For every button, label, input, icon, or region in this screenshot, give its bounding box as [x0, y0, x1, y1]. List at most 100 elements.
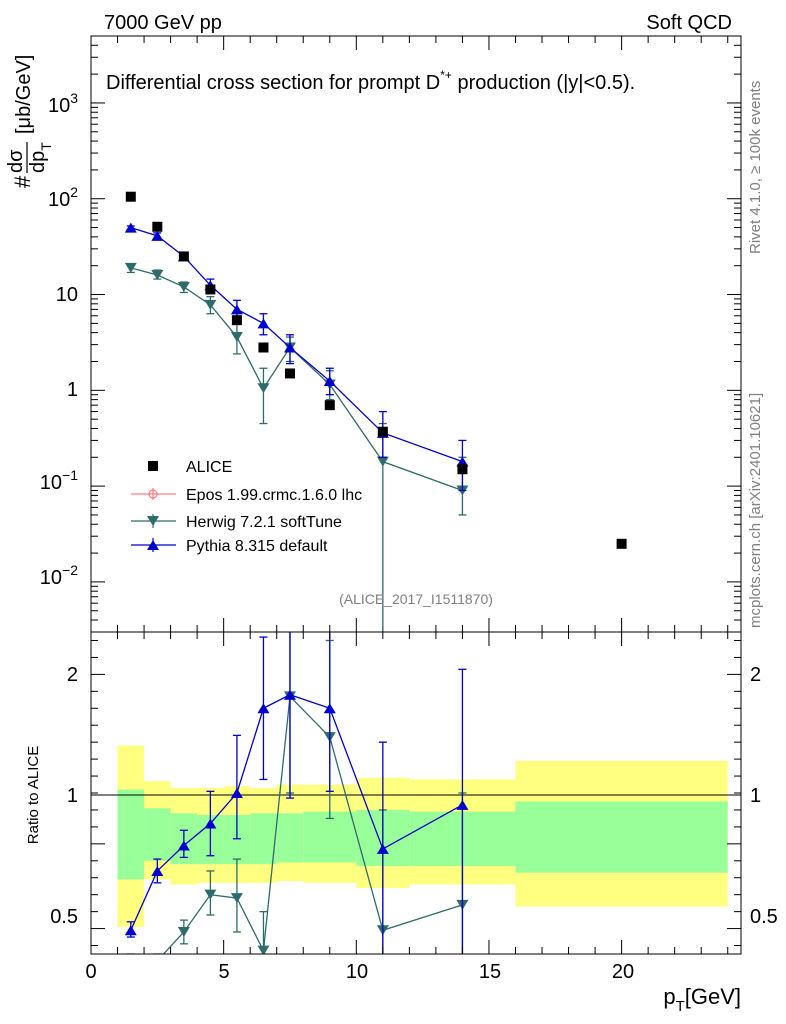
legend-alice-label: ALICE: [186, 459, 232, 476]
xtick-label-5: 5: [218, 961, 229, 983]
legend-pythia-label: Pythia 8.315 default: [186, 538, 328, 555]
ylabel-unit: [μb/GeV]: [13, 55, 35, 134]
alice-point: [178, 251, 189, 262]
alice-point: [125, 191, 136, 202]
herwig-ratio-point: [177, 926, 190, 937]
ratio-ytick-0.5-right: 0.5: [750, 906, 778, 928]
alice-point: [324, 400, 335, 411]
ytick-label-1e3: 103: [48, 90, 78, 117]
main-ylabel: # dσ dpT [μb/GeV]: [5, 55, 54, 188]
alice-series: [125, 191, 627, 549]
alice-point: [258, 342, 269, 353]
ytick-label-1e-1: 10−1: [40, 467, 78, 494]
pythia-point: [456, 456, 469, 467]
ytick-label-1e2: 102: [48, 184, 78, 211]
pythia-ratio-point: [456, 799, 469, 810]
ratio-plot: [90, 631, 742, 955]
legend-alice-marker: [148, 461, 158, 471]
ylabel-denominator: dpT: [27, 142, 54, 173]
legend-herwig: Herwig 7.2.1 softTune: [131, 514, 342, 531]
pythia-ratio-point: [323, 703, 336, 714]
band-green: [250, 813, 277, 865]
ratio-ytick-2-right: 2: [750, 664, 761, 686]
alice-point: [231, 315, 242, 326]
pythia-ratio-point: [283, 689, 296, 700]
herwig-ratio-line: [162, 694, 463, 954]
ratio-series: [124, 632, 469, 954]
pythia-ratio-point: [204, 818, 217, 829]
pythia-ratio-line: [130, 694, 463, 931]
pythia-point: [323, 376, 336, 387]
herwig-point: [376, 456, 389, 467]
alice-point: [616, 538, 627, 549]
xtick-label-15: 15: [479, 961, 501, 983]
band-green: [144, 808, 171, 861]
legend-pythia-marker: [147, 540, 159, 550]
herwig-point: [151, 269, 164, 280]
band-green: [303, 811, 357, 863]
pythia-series: [124, 222, 469, 492]
header-right: Soft QCD: [646, 12, 732, 34]
legend-pythia: Pythia 8.315 default: [131, 538, 328, 555]
analysis-id: (ALICE_2017_I1511870): [339, 591, 493, 607]
ratio-ylabel: Ratio to ALICE: [25, 746, 42, 844]
x-tick-labels: 0 5 10 15 20: [85, 961, 634, 983]
ratio-ytick-1-right: 1: [750, 785, 761, 807]
pythia-point: [257, 318, 270, 329]
pythia-ratio-series: [124, 632, 469, 954]
alice-point: [152, 221, 163, 232]
herwig-line: [130, 267, 463, 492]
herwig-series: [124, 262, 469, 632]
alice-point: [284, 368, 295, 379]
chart-title: Differential cross section for prompt D*…: [106, 68, 635, 94]
pythia-point: [230, 304, 243, 315]
alice-point: [377, 426, 388, 437]
pythia-ratio-point: [230, 788, 243, 798]
ratio-axis-ticks: [90, 632, 741, 954]
band-green: [117, 789, 145, 880]
herwig-ratio-point: [230, 893, 243, 904]
legend-alice: ALICE: [148, 459, 232, 476]
pythia-ratio-point: [124, 925, 137, 936]
herwig-ratio-point: [257, 945, 270, 954]
legend: ALICE Epos 1.99.crmc.1.6.0 lhc Herwig 7.…: [131, 459, 362, 555]
xtick-label-10: 10: [346, 961, 368, 983]
ytick-label-10: 10: [56, 284, 78, 306]
ratio-ytick-0.5: 0.5: [50, 906, 78, 928]
alice-point: [205, 284, 216, 295]
main-series: [124, 191, 627, 632]
xtick-label-20: 20: [612, 961, 634, 983]
ytick-label-1e-2: 10−2: [40, 562, 78, 589]
ratio-y-tick-labels: 2 1 0.5 2 1 0.5: [50, 664, 778, 928]
pythia-point: [283, 342, 296, 353]
band-green: [515, 801, 728, 873]
pythia-ratio-point: [177, 840, 190, 851]
xtick-label-0: 0: [85, 961, 96, 983]
herwig-point: [204, 299, 217, 310]
pythia-point: [151, 230, 164, 241]
rivet-label: Rivet 4.1.0, ≥ 100k events: [747, 81, 764, 254]
ylabel-numerator: dσ: [5, 149, 27, 173]
pythia-point: [124, 222, 137, 233]
pythia-ratio-point: [257, 703, 270, 714]
legend-herwig-label: Herwig 7.2.1 softTune: [186, 514, 342, 531]
herwig-ratio-point: [204, 889, 217, 900]
y-tick-labels: 10−2 10−1 1 10 102 103: [40, 90, 78, 589]
mcplots-label: mcplots.cern.ch [arXiv:2401.10621]: [747, 393, 764, 628]
ratio-ytick-1: 1: [67, 785, 78, 807]
main-plot: [90, 35, 742, 633]
pythia-ratio-point: [376, 843, 389, 854]
herwig-point: [230, 332, 243, 343]
herwig-point: [257, 383, 270, 394]
herwig-point: [177, 281, 190, 292]
alice-point: [457, 464, 468, 475]
legend-epos-label: Epos 1.99.crmc.1.6.0 lhc: [186, 487, 362, 504]
xlabel: pT[GeV]: [663, 984, 741, 1015]
herwig-point: [124, 262, 137, 273]
legend-epos: Epos 1.99.crmc.1.6.0 lhc: [131, 487, 362, 504]
ratio-bands: [117, 745, 728, 927]
pythia-line: [130, 226, 463, 463]
pythia-ratio-point: [151, 865, 164, 876]
band-green: [276, 813, 304, 863]
